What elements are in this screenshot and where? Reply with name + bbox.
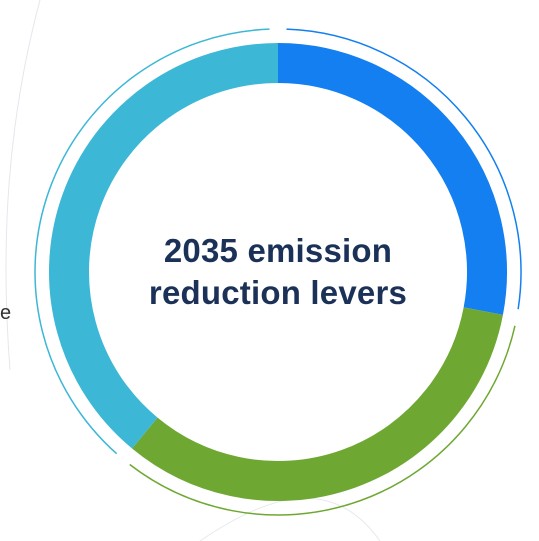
decor-curve-right bbox=[199, 497, 381, 541]
outer-accent-arc-2 bbox=[129, 325, 516, 516]
clipped-side-text: e bbox=[0, 302, 12, 324]
outer-accent-arcs bbox=[34, 28, 522, 516]
center-title-line-1: 2035 emission bbox=[163, 232, 393, 269]
donut-segment-2 bbox=[132, 307, 503, 501]
outer-accent-arc-3 bbox=[34, 28, 270, 455]
donut-segments bbox=[49, 43, 507, 501]
outer-accent-arc-1 bbox=[286, 28, 522, 310]
center-title-line-2: reduction levers bbox=[148, 274, 408, 311]
donut-segment-3 bbox=[49, 43, 279, 449]
chart-center-title: 2035 emission reduction levers bbox=[128, 230, 428, 314]
donut-segment-1 bbox=[277, 43, 507, 315]
decor-curve-left bbox=[5, 0, 41, 371]
